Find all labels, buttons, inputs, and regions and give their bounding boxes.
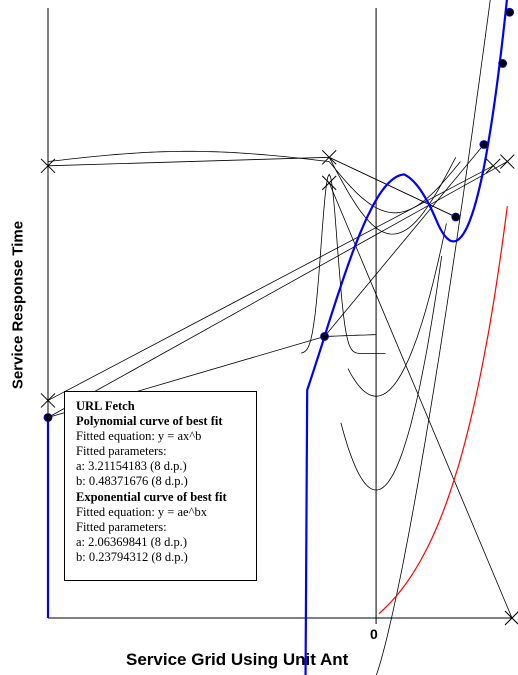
legend-exp-b: b: 0.23794312 (8 d.p.) xyxy=(76,549,188,564)
x-axis-label: Service Grid Using Unit Ant xyxy=(126,650,349,669)
aux-bow-1 xyxy=(328,157,457,235)
aux-line-diag-b xyxy=(324,144,485,337)
data-point-1 xyxy=(320,332,329,341)
aux-line-mid-b xyxy=(329,156,456,218)
data-point-4 xyxy=(498,59,508,68)
exp-fit-curve xyxy=(378,206,508,615)
legend-exp-params-label: Fitted parameters: xyxy=(76,519,167,534)
aux-bow-2 xyxy=(328,161,461,214)
cross-marker-3 xyxy=(321,175,337,191)
cross-marker-2 xyxy=(321,149,337,165)
aux-curve-steep xyxy=(300,173,386,354)
cross-marker-5 xyxy=(499,154,515,169)
data-point-5 xyxy=(505,7,515,17)
poly-fit-curve xyxy=(304,0,508,675)
aux-valley-2 xyxy=(347,223,447,397)
aux-line-diag-a xyxy=(47,165,494,401)
cross-marker-6 xyxy=(504,610,518,626)
fit-legend-box: URL Fetch Polynomial curve of best fit F… xyxy=(64,391,257,581)
aux-valley xyxy=(340,255,443,491)
cross-marker-1 xyxy=(40,393,56,408)
y-axis-label: Service Response Time xyxy=(9,220,27,390)
data-point-3 xyxy=(479,140,489,149)
aux-rise xyxy=(376,0,491,675)
cross-marker-4 xyxy=(485,158,501,174)
aux-line-long xyxy=(47,161,508,418)
legend-exp-title: Exponential curve of best fit xyxy=(76,489,227,504)
aux-line-top xyxy=(47,156,330,167)
legend-poly-equation: Fitted equation: y = ax^b xyxy=(76,429,202,444)
data-point-0 xyxy=(43,413,53,422)
legend-poly-a: a: 3.21154183 (8 d.p.) xyxy=(76,459,187,474)
x-tick-label-0: 0 xyxy=(370,626,378,642)
cross-marker-0 xyxy=(40,158,56,174)
legend-exp-equation: Fitted equation: y = ae^bx xyxy=(76,504,207,519)
data-point-2 xyxy=(451,212,461,222)
legend-poly-title: Polynomial curve of best fit xyxy=(76,414,223,429)
legend-poly-b: b: 0.48371676 (8 d.p.) xyxy=(76,474,188,489)
legend-heading: URL Fetch xyxy=(76,399,135,413)
aux-arc-top xyxy=(47,150,330,162)
legend-exp-a: a: 2.06369841 (8 d.p.) xyxy=(76,534,188,549)
aux-flat xyxy=(324,334,377,337)
aux-line-falling xyxy=(328,182,513,619)
legend-poly-params-label: Fitted parameters: xyxy=(76,444,167,459)
